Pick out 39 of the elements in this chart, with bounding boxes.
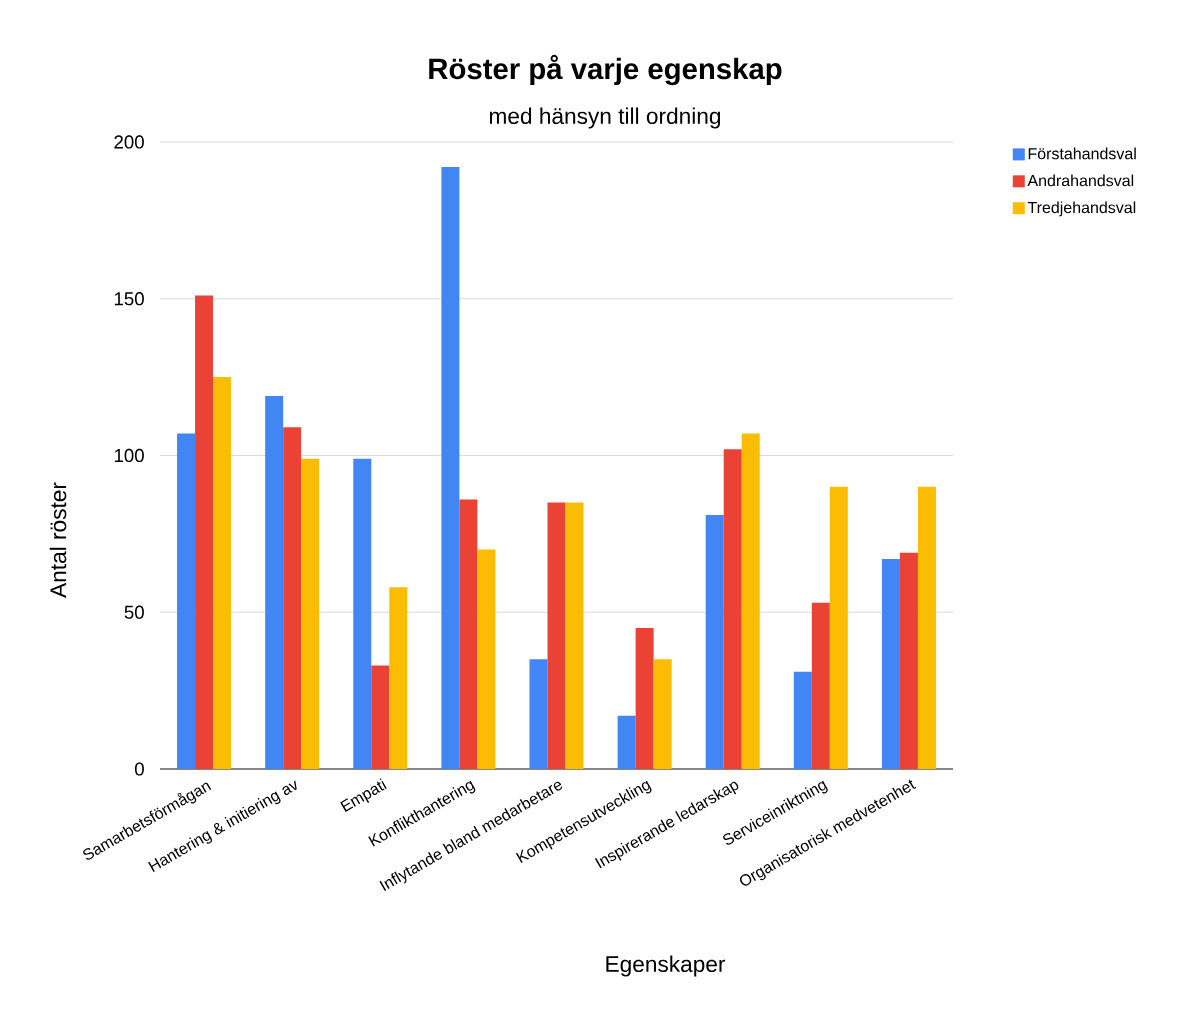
bar	[265, 395, 284, 769]
bar	[477, 549, 496, 769]
y-tick-label: 50	[124, 605, 144, 619]
bar	[705, 515, 724, 769]
bar	[389, 587, 408, 769]
bar	[441, 167, 460, 769]
bar	[635, 627, 654, 769]
bar	[195, 295, 214, 769]
bar	[917, 486, 936, 769]
bar	[899, 552, 918, 769]
bar	[301, 458, 320, 769]
y-tick-label: 150	[114, 292, 144, 306]
legend-label: Andrahandsval	[1027, 174, 1134, 187]
bar	[829, 486, 848, 769]
y-tick-label: 0	[134, 762, 144, 776]
bar	[565, 502, 584, 769]
x-axis-title: Egenskaper	[606, 955, 726, 977]
bar	[617, 715, 636, 769]
y-tick-label: 200	[114, 135, 144, 149]
bar	[371, 665, 390, 769]
legend-label: Förstahandsval	[1028, 147, 1136, 160]
bar	[459, 499, 478, 769]
bar	[723, 449, 742, 769]
y-tick-label: 100	[114, 448, 144, 463]
bar	[547, 502, 566, 769]
bar	[353, 458, 372, 769]
bar	[653, 659, 672, 769]
bar	[283, 427, 302, 769]
bar	[213, 377, 232, 769]
chart-subtitle: med hänsyn till ordning	[489, 107, 721, 129]
bar	[741, 433, 760, 769]
legend-label: Tredjehandsval	[1027, 201, 1136, 217]
bar	[177, 433, 196, 769]
y-axis-title: Antal röster	[49, 482, 67, 598]
bar	[529, 659, 548, 769]
bar	[793, 671, 812, 769]
bar	[881, 558, 900, 769]
chart-title: Röster på varje egenskap	[429, 54, 782, 86]
bar	[811, 602, 830, 769]
